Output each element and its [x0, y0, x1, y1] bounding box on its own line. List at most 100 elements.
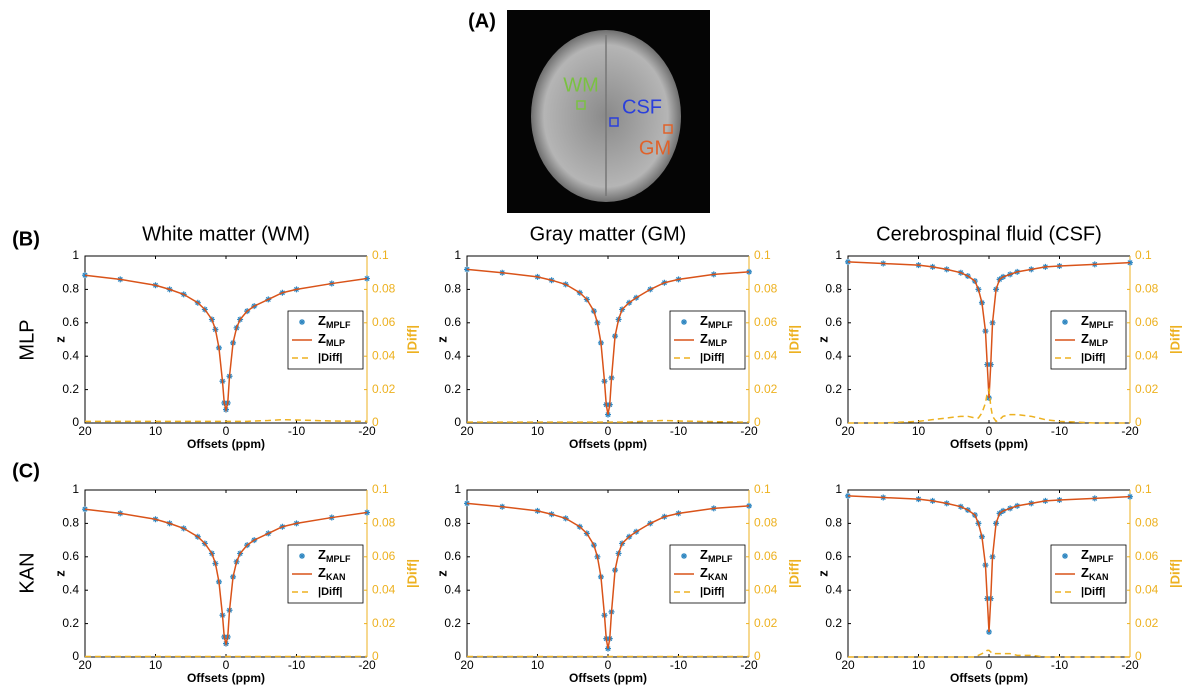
- y-tick-label: 0.8: [444, 282, 461, 296]
- y2-tick-label: 0.02: [1135, 616, 1159, 630]
- x-tick-label: -10: [1051, 658, 1069, 672]
- y-tick-label: 0.4: [825, 582, 842, 596]
- y2-tick-label: 0.04: [372, 582, 396, 596]
- y2-axis-label: |Diff|: [1167, 559, 1182, 588]
- y2-tick-label: 0.1: [372, 248, 389, 262]
- x-tick-label: 20: [841, 424, 855, 438]
- legend-name: Z: [700, 331, 708, 346]
- y-tick-label: 1: [454, 248, 461, 262]
- legend-subscript: MPLF: [708, 320, 733, 330]
- y-tick-label: 0: [835, 415, 842, 429]
- x-axis-label: Offsets (ppm): [569, 437, 647, 451]
- legend-name: |Diff|: [318, 352, 342, 364]
- y2-tick-label: 0: [754, 415, 761, 429]
- y2-tick-label: 0.02: [372, 382, 396, 396]
- y-tick-label: 0.4: [444, 348, 461, 362]
- legend-name: Z: [318, 547, 326, 562]
- x-axis-label: Offsets (ppm): [569, 671, 647, 685]
- y2-tick-label: 0.08: [1135, 516, 1159, 530]
- y2-tick-label: 0.04: [754, 348, 778, 362]
- y2-tick-label: 0.06: [372, 549, 396, 563]
- legend-subscript: MPLF: [1089, 320, 1114, 330]
- legend-name: Z: [700, 313, 708, 328]
- x-tick-label: 20: [841, 658, 855, 672]
- legend-subscript: MLP: [708, 338, 727, 348]
- y2-axis-label: |Diff|: [404, 559, 419, 588]
- y-tick-label: 0.2: [62, 382, 79, 396]
- y-tick-label: 0.2: [444, 382, 461, 396]
- y-axis-label: z: [815, 570, 830, 577]
- y2-tick-label: 0.02: [372, 616, 396, 630]
- chart-title: Cerebrospinal fluid (CSF): [876, 223, 1102, 245]
- y-tick-label: 0.4: [825, 348, 842, 362]
- legend-marker: [299, 319, 305, 325]
- y2-tick-label: 0: [372, 649, 379, 663]
- y2-axis-label: |Diff|: [404, 325, 419, 354]
- y-axis-label: z: [52, 336, 67, 343]
- y-tick-label: 0.8: [62, 282, 79, 296]
- y-tick-label: 0.6: [825, 315, 842, 329]
- x-axis-label: Offsets (ppm): [187, 437, 265, 451]
- y2-tick-label: 0.02: [754, 382, 778, 396]
- legend-name: Z: [318, 331, 326, 346]
- panel-label: (C): [12, 460, 40, 482]
- y-tick-label: 1: [72, 482, 79, 496]
- y2-tick-label: 0.06: [1135, 549, 1159, 563]
- legend-subscript: MLP: [326, 338, 345, 348]
- x-axis-label: Offsets (ppm): [950, 671, 1028, 685]
- y2-tick-label: 0.04: [754, 582, 778, 596]
- y-tick-label: 0.8: [825, 516, 842, 530]
- y2-tick-label: 0.08: [372, 516, 396, 530]
- x-tick-label: 0: [605, 424, 612, 438]
- figure: (A) WM CSF GM (B) (C) MLP KAN White matt…: [0, 0, 1190, 700]
- x-tick-label: 0: [223, 424, 230, 438]
- image-label: CSF: [622, 96, 662, 118]
- x-tick-label: -10: [288, 424, 306, 438]
- legend-name: Z: [318, 565, 326, 580]
- legend-subscript: KAN: [1089, 572, 1109, 582]
- row-label: MLP: [16, 319, 38, 360]
- y-tick-label: 0: [835, 649, 842, 663]
- legend-subscript: KAN: [708, 572, 728, 582]
- legend-subscript: MPLF: [1089, 554, 1114, 564]
- y-tick-label: 0: [454, 415, 461, 429]
- y-tick-label: 1: [454, 482, 461, 496]
- y2-tick-label: 0.06: [372, 315, 396, 329]
- y-tick-label: 0.8: [444, 516, 461, 530]
- legend-name: Z: [1081, 331, 1089, 346]
- y2-axis-label: |Diff|: [1167, 325, 1182, 354]
- y2-tick-label: 0.1: [754, 248, 771, 262]
- y-axis-label: z: [52, 570, 67, 577]
- y-axis-label: z: [434, 570, 449, 577]
- y2-tick-label: 0.06: [1135, 315, 1159, 329]
- x-axis-label: Offsets (ppm): [187, 671, 265, 685]
- legend-name: Z: [1081, 565, 1089, 580]
- y2-tick-label: 0.08: [372, 282, 396, 296]
- y-tick-label: 1: [835, 248, 842, 262]
- y-tick-label: 0.6: [444, 315, 461, 329]
- y-tick-label: 0.6: [444, 549, 461, 563]
- legend-marker: [1062, 319, 1068, 325]
- x-tick-label: 20: [78, 658, 92, 672]
- x-tick-label: 10: [149, 424, 163, 438]
- legend-name: Z: [1081, 547, 1089, 562]
- y2-tick-label: 0.06: [754, 315, 778, 329]
- y2-tick-label: 0: [754, 649, 761, 663]
- y-tick-label: 0.4: [62, 348, 79, 362]
- legend-subscript: MPLF: [326, 554, 351, 564]
- y-tick-label: 0.8: [62, 516, 79, 530]
- y2-tick-label: 0.04: [372, 348, 396, 362]
- y-tick-label: 1: [72, 248, 79, 262]
- legend-marker: [1062, 553, 1068, 559]
- legend-name: Z: [318, 313, 326, 328]
- y-tick-label: 0.2: [825, 616, 842, 630]
- y-axis-label: z: [815, 336, 830, 343]
- y-tick-label: 0.4: [444, 582, 461, 596]
- panel-label: (B): [12, 228, 40, 250]
- y-tick-label: 0.2: [825, 382, 842, 396]
- x-tick-label: 20: [460, 424, 474, 438]
- legend-label: |Diff|: [700, 586, 724, 598]
- x-tick-label: 0: [986, 658, 993, 672]
- x-tick-label: -10: [670, 658, 688, 672]
- image-label: GM: [639, 137, 671, 159]
